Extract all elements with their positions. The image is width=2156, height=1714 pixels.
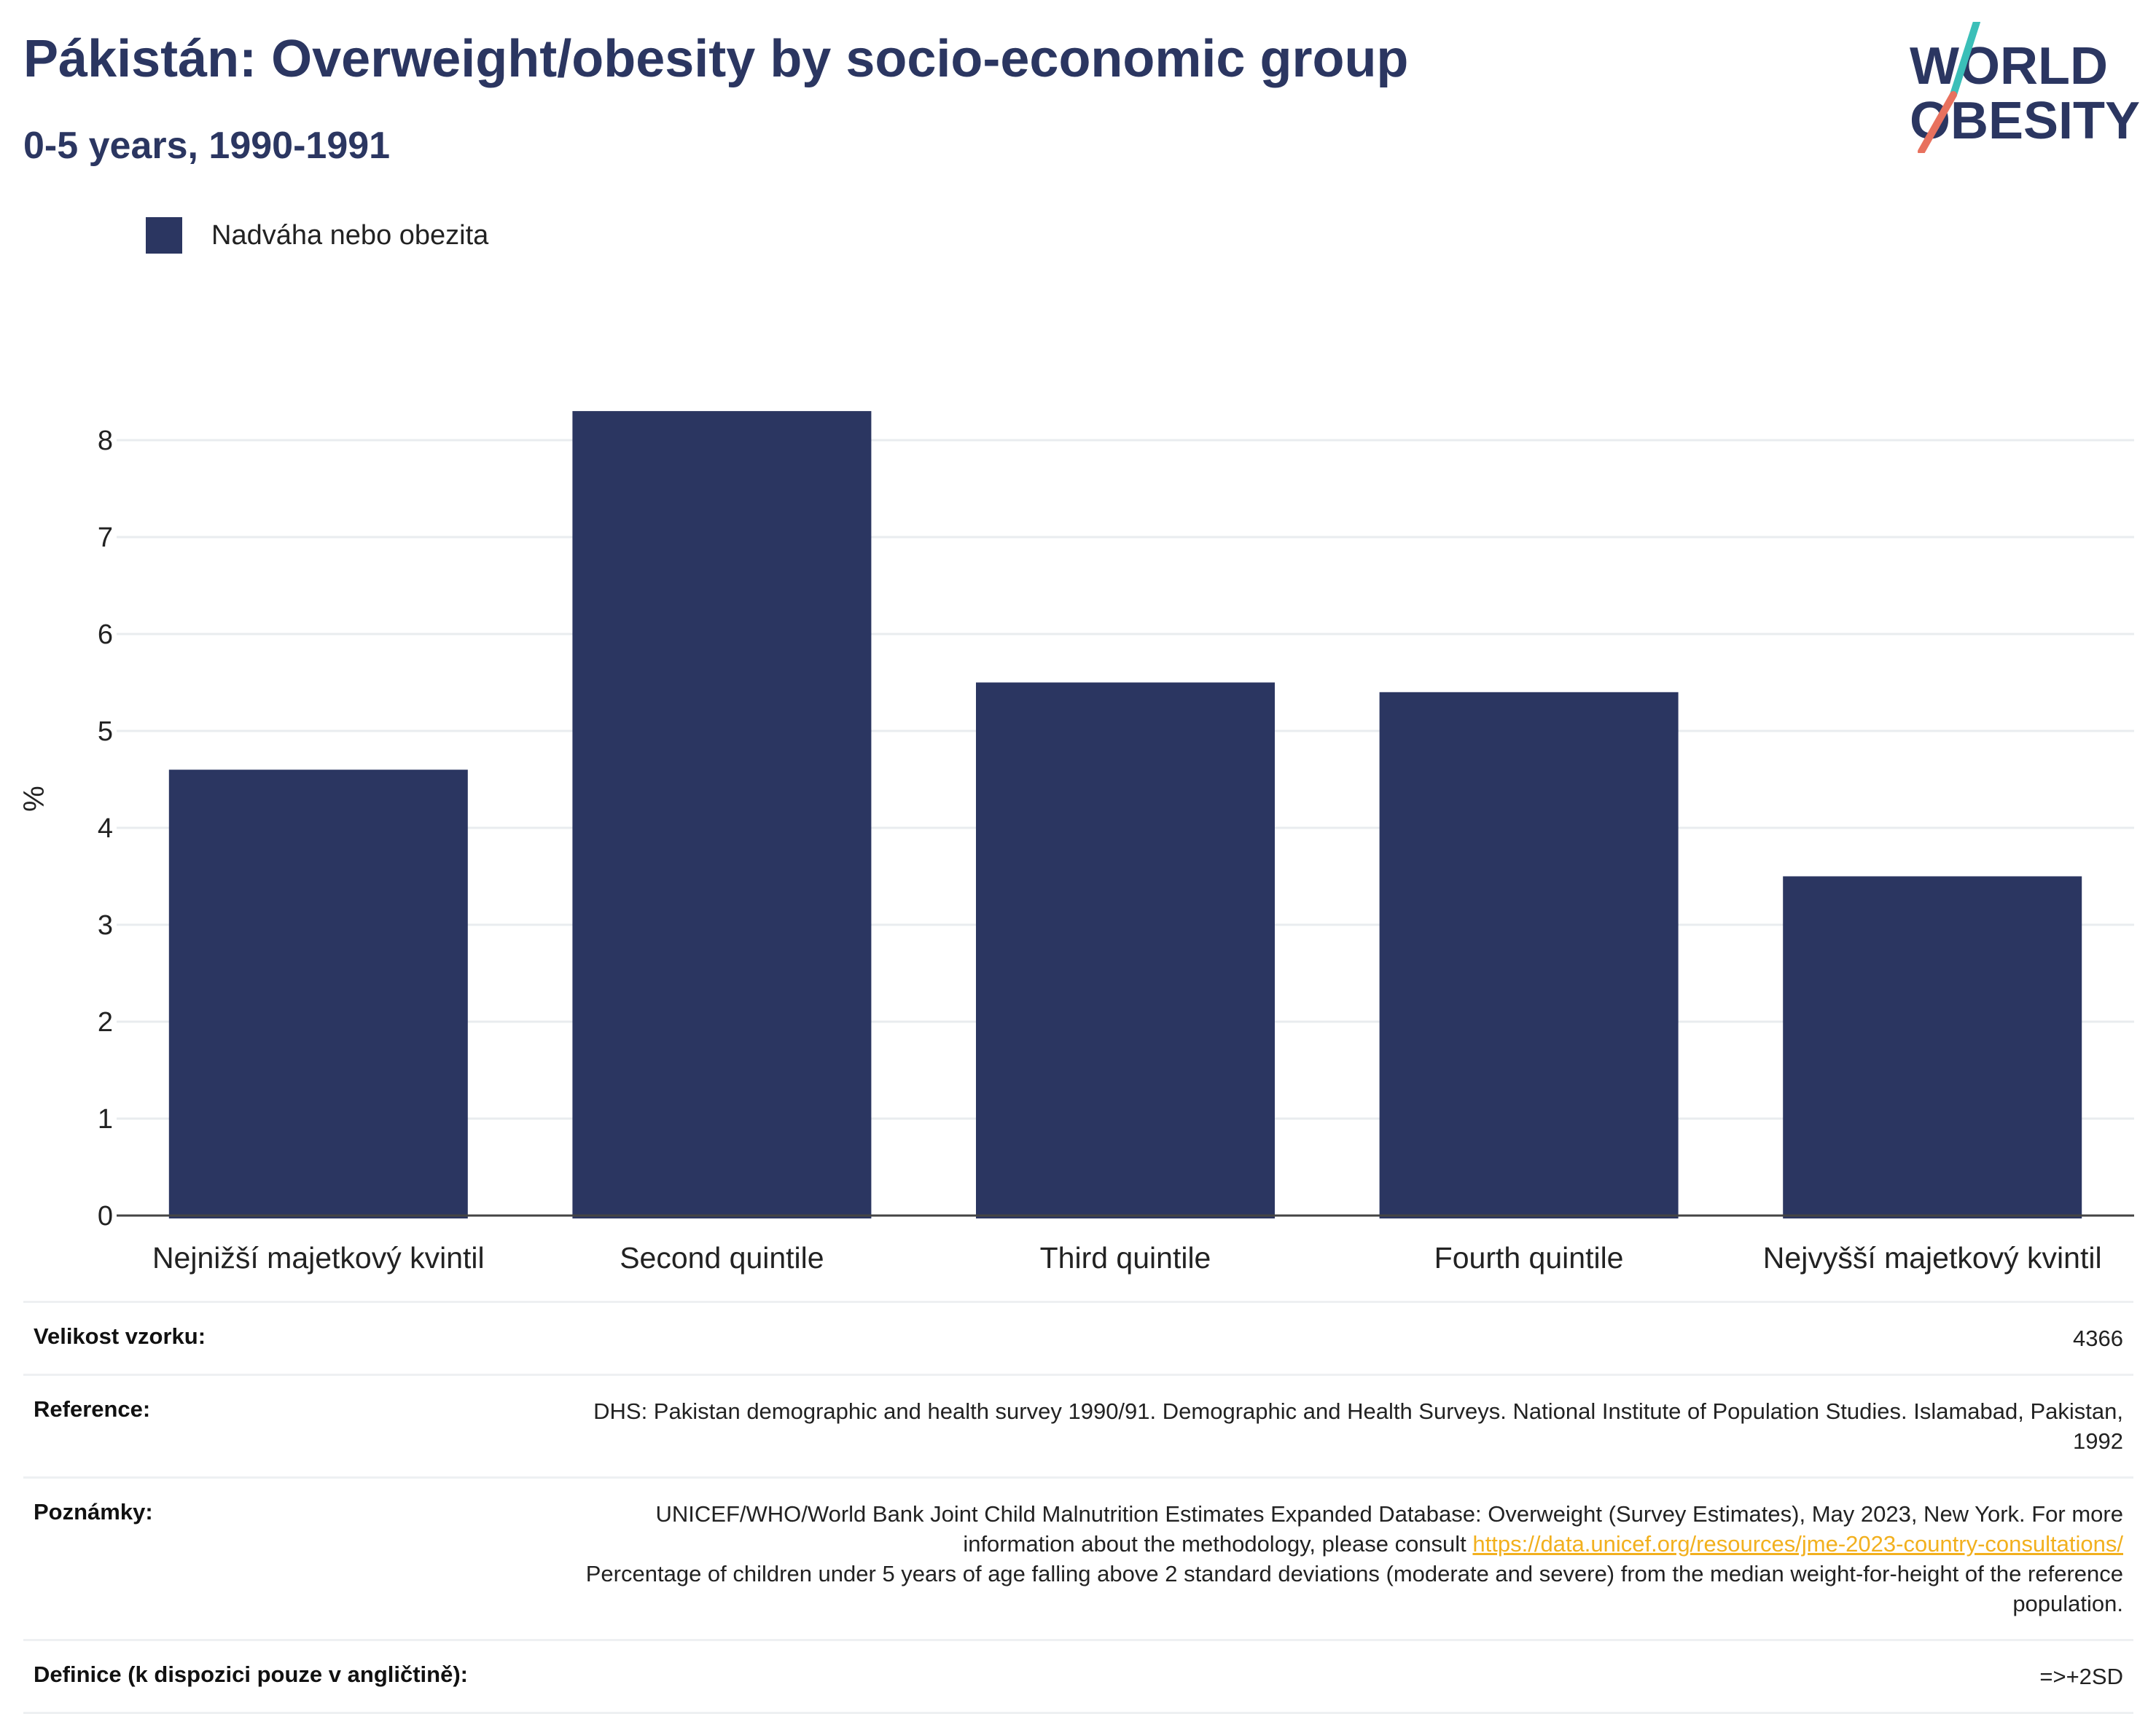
info-table: Velikost vzorku: 4366 Reference: DHS: Pa…: [23, 1301, 2133, 1714]
notes-value: UNICEF/WHO/World Bank Joint Child Malnut…: [554, 1478, 2133, 1640]
bar: [572, 411, 872, 1218]
y-tick-label: 8: [98, 426, 113, 456]
methodology-link[interactable]: https://data.unicef.org/resources/jme-20…: [1472, 1531, 2123, 1557]
y-tick-label: 6: [98, 619, 113, 650]
svg-text:OBESITY: OBESITY: [1910, 92, 2140, 150]
sample-size-value: 4366: [2073, 1326, 2123, 1351]
sample-size-row: Velikost vzorku: 4366: [23, 1302, 2133, 1375]
reference-row: Reference: DHS: Pakistan demographic and…: [23, 1374, 2133, 1478]
chart-legend: Nadváha nebo obezita: [146, 217, 488, 254]
y-tick-label: 2: [98, 1007, 113, 1038]
notes-definition-text: Percentage of children under 5 years of …: [585, 1561, 2123, 1616]
x-tick-label: Second quintile: [620, 1241, 824, 1275]
chart-title: Pákistán: Overweight/obesity by socio-ec…: [23, 30, 1409, 88]
bar: [1783, 876, 2082, 1218]
bar-chart: 0 1 2 3 4 5 6 7 8 Nejnižší majetkový kvintil Seco…: [18, 411, 2134, 1275]
y-tick-label: 5: [98, 716, 113, 747]
y-tick-label: 4: [98, 813, 113, 844]
svg-text:WORLD: WORLD: [1910, 37, 2108, 95]
notes-label: Poznámky:: [34, 1499, 153, 1525]
y-tick-label: 3: [98, 910, 113, 941]
x-tick-label: Third quintile: [1040, 1241, 1211, 1275]
definition-value: =>+2SD: [2039, 1664, 2123, 1689]
reference-value: DHS: Pakistan demographic and health sur…: [593, 1398, 2123, 1454]
bar: [1379, 692, 1679, 1218]
y-axis-ticks: 0 1 2 3 4 5 6 7 8: [98, 426, 113, 1232]
world-obesity-logo: WORLD OBESITY: [1910, 22, 2140, 153]
definition-label: Definice (k dispozici pouze v angličtině…: [34, 1662, 468, 1687]
x-axis-labels: Nejnižší majetkový kvintil Second quintil…: [152, 1241, 2102, 1275]
y-tick-label: 0: [98, 1201, 113, 1232]
sample-size-label: Velikost vzorku:: [34, 1323, 206, 1349]
x-tick-label: Nejnižší majetkový kvintil: [152, 1241, 485, 1275]
chart-subtitle: 0-5 years, 1990-1991: [23, 125, 391, 167]
notes-text: UNICEF/WHO/World Bank Joint Child Malnut…: [655, 1501, 2123, 1557]
x-tick-label: Nejvyšší majetkový kvintil: [1763, 1241, 2102, 1275]
legend-swatch: [146, 217, 182, 254]
notes-row: Poznámky: UNICEF/WHO/World Bank Joint Ch…: [23, 1477, 2133, 1640]
bar: [168, 770, 468, 1218]
legend-label: Nadváha nebo obezita: [211, 219, 489, 251]
y-tick-label: 7: [98, 523, 113, 553]
bar: [976, 682, 1275, 1218]
bars: [168, 411, 2082, 1218]
y-tick-label: 1: [98, 1104, 113, 1135]
reference-label: Reference:: [34, 1396, 151, 1422]
y-axis-label: %: [18, 786, 50, 812]
x-tick-label: Fourth quintile: [1434, 1241, 1624, 1275]
definition-row: Definice (k dispozici pouze v angličtině…: [23, 1640, 2133, 1713]
